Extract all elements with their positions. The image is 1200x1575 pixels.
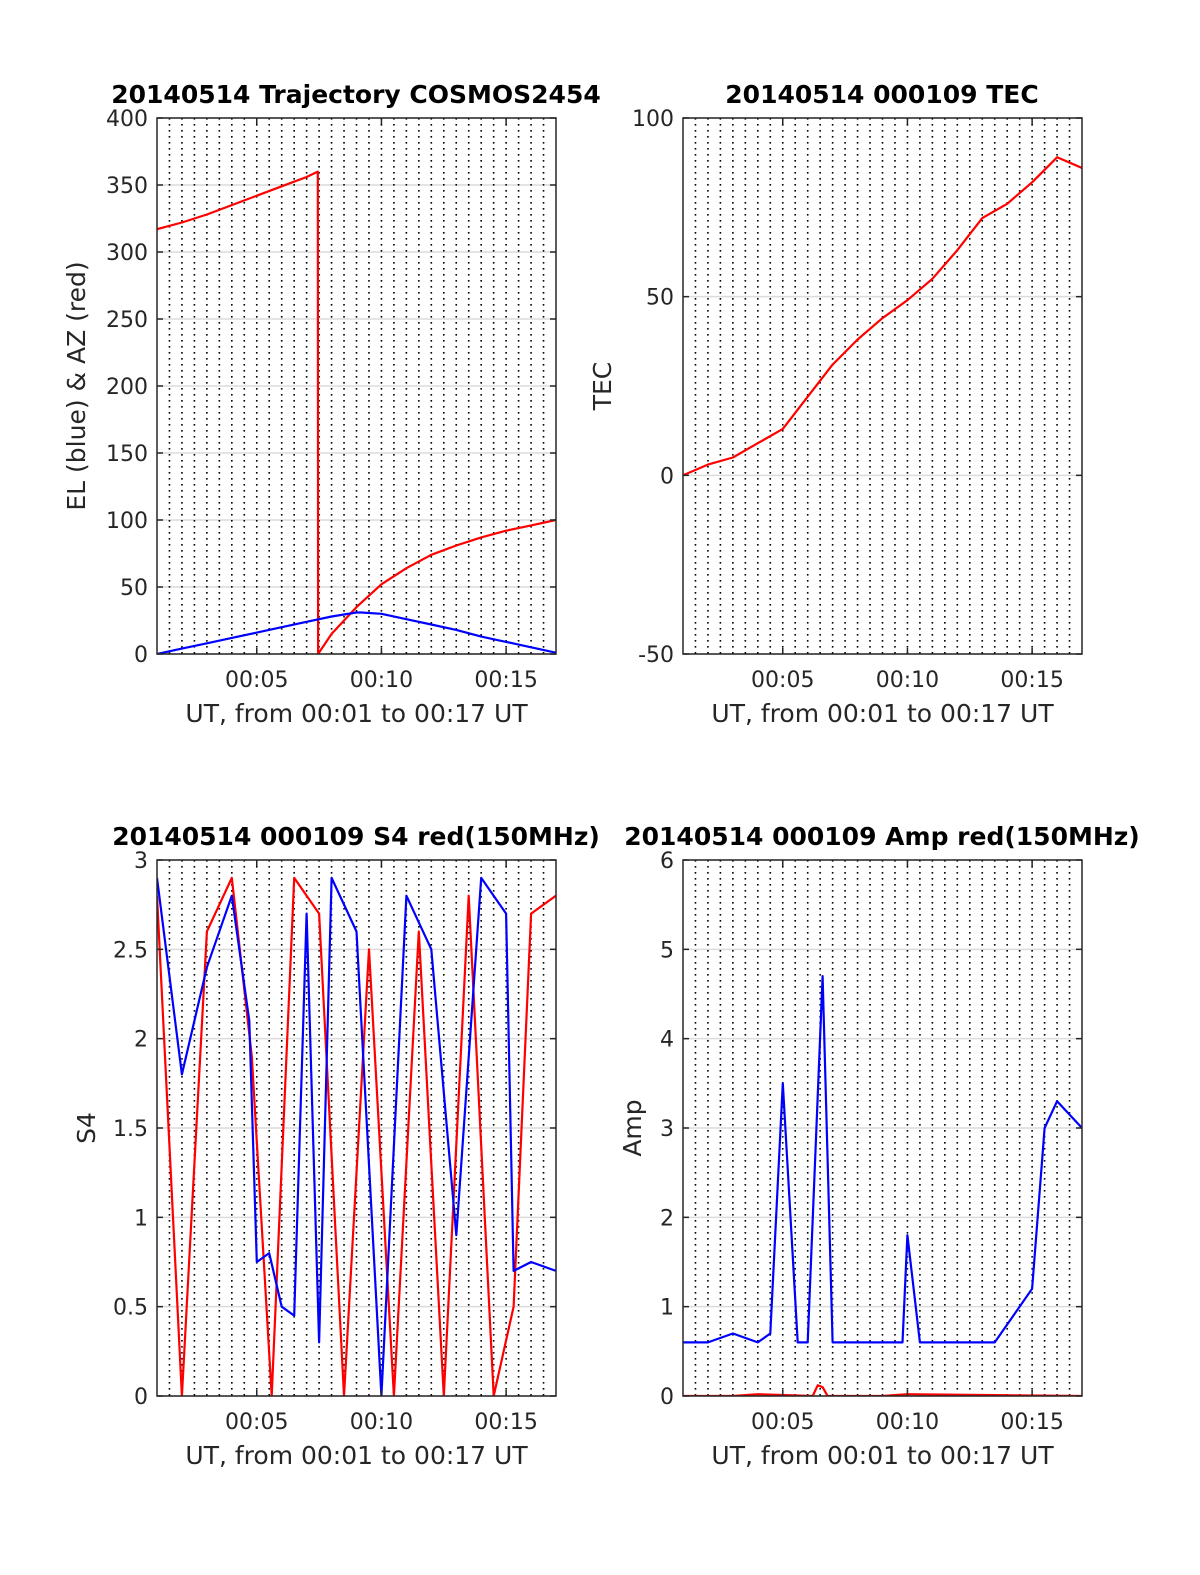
series-group bbox=[683, 974, 1082, 1396]
series-line-blue-2 bbox=[157, 611, 556, 654]
x-axis-label: UT, from 00:01 to 00:17 UT bbox=[711, 699, 1054, 728]
chart-panel-4: 0 1 2 3 4 5 6 00:05 00:10 00:15 UT, from 00:01 to … bbox=[618, 822, 1140, 1470]
x-tick-label: 00:15 bbox=[1000, 668, 1063, 693]
y-tick-label: 150 bbox=[106, 442, 148, 467]
x-axis-label: UT, from 00:01 to 00:17 UT bbox=[185, 1441, 528, 1470]
y-tick-label: 0 bbox=[660, 1385, 674, 1410]
x-tick-label: 00:15 bbox=[1000, 1410, 1063, 1435]
y-tick-label: 100 bbox=[632, 107, 674, 132]
x-tick-label: 00:15 bbox=[474, 668, 537, 693]
series-line-red-2 bbox=[683, 1384, 1082, 1396]
series-line-blue-1 bbox=[683, 974, 1082, 1344]
x-tick-label: 00:10 bbox=[876, 1410, 939, 1435]
x-axis-label: UT, from 00:01 to 00:17 UT bbox=[185, 699, 528, 728]
y-tick-label: 300 bbox=[106, 241, 148, 266]
x-tick-label: 00:10 bbox=[350, 1410, 413, 1435]
y-tick-label: 2.5 bbox=[113, 938, 148, 963]
y-tick-label: 6 bbox=[660, 849, 674, 874]
x-tick-label: 00:05 bbox=[751, 668, 814, 693]
y-axis-label: EL (blue) & AZ (red) bbox=[62, 261, 91, 510]
chart-title: 20140514 000109 Amp red(150MHz) bbox=[624, 822, 1140, 851]
series-line-red-1 bbox=[683, 156, 1082, 477]
y-tick-label: 350 bbox=[106, 174, 148, 199]
x-tick-label: 00:10 bbox=[876, 668, 939, 693]
y-tick-label: 0 bbox=[134, 1385, 148, 1410]
y-tick-label: 100 bbox=[106, 509, 148, 534]
y-axis-label: S4 bbox=[72, 1112, 101, 1144]
x-tick-label: 00:05 bbox=[225, 1410, 288, 1435]
x-tick-label: 00:05 bbox=[751, 1410, 814, 1435]
y-tick-label: 400 bbox=[106, 107, 148, 132]
y-tick-label: 2 bbox=[134, 1028, 148, 1053]
y-tick-label: 0 bbox=[660, 464, 674, 489]
series-group bbox=[157, 876, 556, 1396]
y-tick-label: 1.5 bbox=[113, 1117, 148, 1142]
x-tick-label: 00:15 bbox=[474, 1410, 537, 1435]
y-tick-label: -50 bbox=[638, 643, 674, 668]
y-tick-label: 3 bbox=[660, 1117, 674, 1142]
y-tick-label: 0 bbox=[134, 643, 148, 668]
y-tick-label: 200 bbox=[106, 375, 148, 400]
chart-panel-1: 0 50 100 150 200 250 300 350 400 00:05 00:10 00:15 U… bbox=[62, 80, 601, 728]
y-tick-label: 1 bbox=[660, 1296, 674, 1321]
chart-panel-3: 0 0.5 1 1.5 2 2.5 3 00:05 00:10 00:15 UT, from 00:… bbox=[72, 822, 600, 1470]
chart-panel-2: -50 0 50 100 00:05 00:10 00:15 UT, from 00:01 t… bbox=[588, 80, 1083, 728]
series-line-red-1 bbox=[157, 170, 556, 654]
y-tick-label: 1 bbox=[134, 1206, 148, 1231]
x-tick-label: 00:05 bbox=[225, 668, 288, 693]
y-tick-label: 4 bbox=[660, 1028, 674, 1053]
y-tick-label: 5 bbox=[660, 938, 674, 963]
axes-box bbox=[682, 117, 1083, 655]
plot-area bbox=[683, 118, 1082, 654]
y-tick-label: 250 bbox=[106, 308, 148, 333]
series-group bbox=[157, 170, 556, 654]
series-line-blue-2 bbox=[157, 876, 556, 1396]
series-group bbox=[683, 156, 1082, 477]
x-tick-label: 00:10 bbox=[350, 668, 413, 693]
chart-title: 20140514 000109 S4 red(150MHz) bbox=[112, 822, 600, 851]
y-tick-label: 3 bbox=[134, 849, 148, 874]
chart-title: 20140514 Trajectory COSMOS2454 bbox=[111, 80, 601, 109]
y-tick-label: 50 bbox=[120, 576, 148, 601]
y-axis-label: Amp bbox=[618, 1099, 647, 1156]
y-axis-label: TEC bbox=[588, 362, 617, 412]
series-line-red-1 bbox=[157, 876, 556, 1396]
y-tick-label: 2 bbox=[660, 1206, 674, 1231]
x-axis-label: UT, from 00:01 to 00:17 UT bbox=[711, 1441, 1054, 1470]
y-tick-label: 50 bbox=[646, 286, 674, 311]
chart-title: 20140514 000109 TEC bbox=[725, 80, 1038, 109]
y-tick-label: 0.5 bbox=[113, 1296, 148, 1321]
